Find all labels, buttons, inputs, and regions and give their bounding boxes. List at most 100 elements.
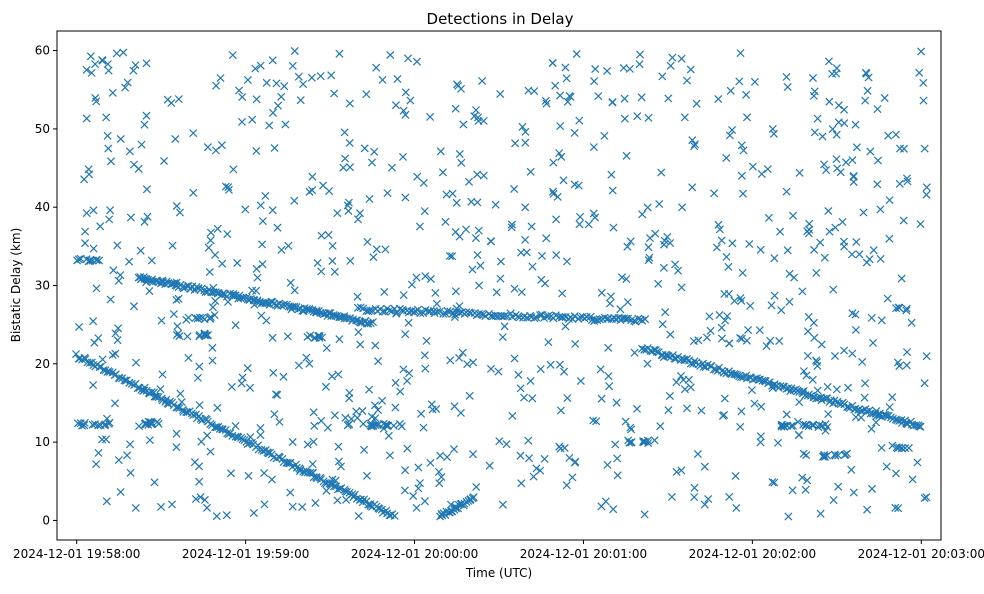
noise-point: [330, 267, 339, 276]
band-12-b-point: [140, 419, 149, 428]
noise-point: [536, 466, 545, 475]
noise-point: [739, 146, 748, 155]
noise-point: [195, 462, 204, 471]
noise-point: [862, 258, 871, 267]
noise-point: [562, 257, 572, 266]
noise-point: [902, 174, 912, 183]
noise-point: [125, 440, 135, 449]
noise-point: [105, 215, 114, 224]
noise-point: [808, 375, 817, 384]
noise-point: [131, 61, 140, 70]
track-upper-point: [253, 296, 262, 305]
noise-point: [288, 61, 297, 70]
noise-point: [607, 170, 616, 179]
noise-point: [667, 492, 676, 501]
track-upper-point: [290, 302, 299, 311]
noise-point: [922, 183, 931, 192]
noise-point: [640, 510, 649, 519]
noise-point: [273, 223, 282, 232]
noise-point: [849, 177, 858, 187]
noise-point: [817, 340, 826, 349]
noise-point: [446, 356, 455, 365]
noise-point: [591, 64, 600, 74]
noise-point: [309, 437, 318, 446]
noise-point: [362, 90, 371, 99]
noise-point: [620, 114, 629, 123]
noise-point: [517, 479, 526, 488]
noise-point: [880, 93, 889, 103]
noise-point: [643, 359, 652, 368]
noise-point: [106, 295, 115, 304]
track-descending-1-point: [95, 363, 104, 372]
noise-point: [103, 131, 112, 140]
band-8-point: [818, 452, 828, 461]
noise-point: [495, 437, 504, 446]
noise-point: [108, 88, 117, 97]
noise-point: [283, 332, 292, 341]
noise-point: [221, 182, 230, 191]
noise-point: [903, 177, 912, 186]
noise-point: [82, 209, 91, 218]
noise-point: [352, 407, 361, 416]
noise-point: [645, 234, 655, 243]
track-upper-point: [231, 291, 240, 300]
noise-point: [383, 189, 392, 198]
noise-point: [552, 250, 561, 260]
band-23-point: [303, 332, 312, 342]
noise-point: [849, 171, 858, 180]
noise-point: [767, 301, 776, 310]
noise-point: [86, 52, 95, 61]
noise-point: [805, 225, 814, 234]
noise-point: [268, 333, 277, 342]
noise-point: [862, 69, 871, 78]
noise-point: [702, 333, 712, 342]
noise-point: [867, 484, 877, 493]
noise-point: [899, 144, 909, 153]
noise-point: [203, 431, 212, 440]
noise-point: [340, 128, 349, 137]
noise-point: [438, 168, 447, 177]
track-upper-point: [229, 291, 238, 300]
y-tick-label: 10: [35, 435, 50, 449]
noise-point: [464, 177, 474, 186]
noise-point: [327, 372, 337, 381]
noise-point: [828, 69, 837, 78]
noise-point: [632, 404, 642, 413]
noise-point: [157, 316, 166, 325]
noise-point: [437, 472, 446, 482]
track-upper-point: [364, 319, 373, 328]
noise-point: [668, 53, 677, 62]
noise-point: [108, 350, 117, 360]
noise-point: [643, 203, 652, 212]
noise-point: [393, 74, 402, 84]
noise-point: [335, 49, 344, 58]
noise-point: [638, 210, 647, 219]
noise-point: [380, 287, 389, 296]
noise-point: [916, 220, 925, 229]
noise-point: [370, 147, 379, 156]
noise-point: [549, 189, 558, 198]
noise-point: [272, 79, 281, 88]
noise-point: [243, 364, 252, 373]
noise-point: [565, 453, 574, 462]
noise-point: [833, 164, 842, 173]
noise-point: [494, 367, 503, 376]
noise-point: [562, 74, 571, 83]
noise-point: [353, 215, 363, 224]
noise-point: [226, 469, 236, 478]
noise-point: [552, 215, 561, 224]
noise-point: [682, 404, 692, 413]
noise-point: [920, 144, 929, 153]
noise-point: [294, 361, 303, 370]
track-descending-1-point: [115, 374, 124, 383]
track-descending-2-point: [868, 409, 878, 418]
noise-point: [782, 72, 791, 81]
noise-point: [403, 54, 413, 63]
noise-point: [768, 124, 777, 134]
noise-point: [158, 370, 167, 379]
noise-point: [458, 348, 467, 357]
track-rising-1-point: [469, 493, 478, 502]
track-middle-point: [413, 305, 422, 314]
noise-point: [832, 130, 841, 139]
noise-point: [213, 403, 222, 412]
